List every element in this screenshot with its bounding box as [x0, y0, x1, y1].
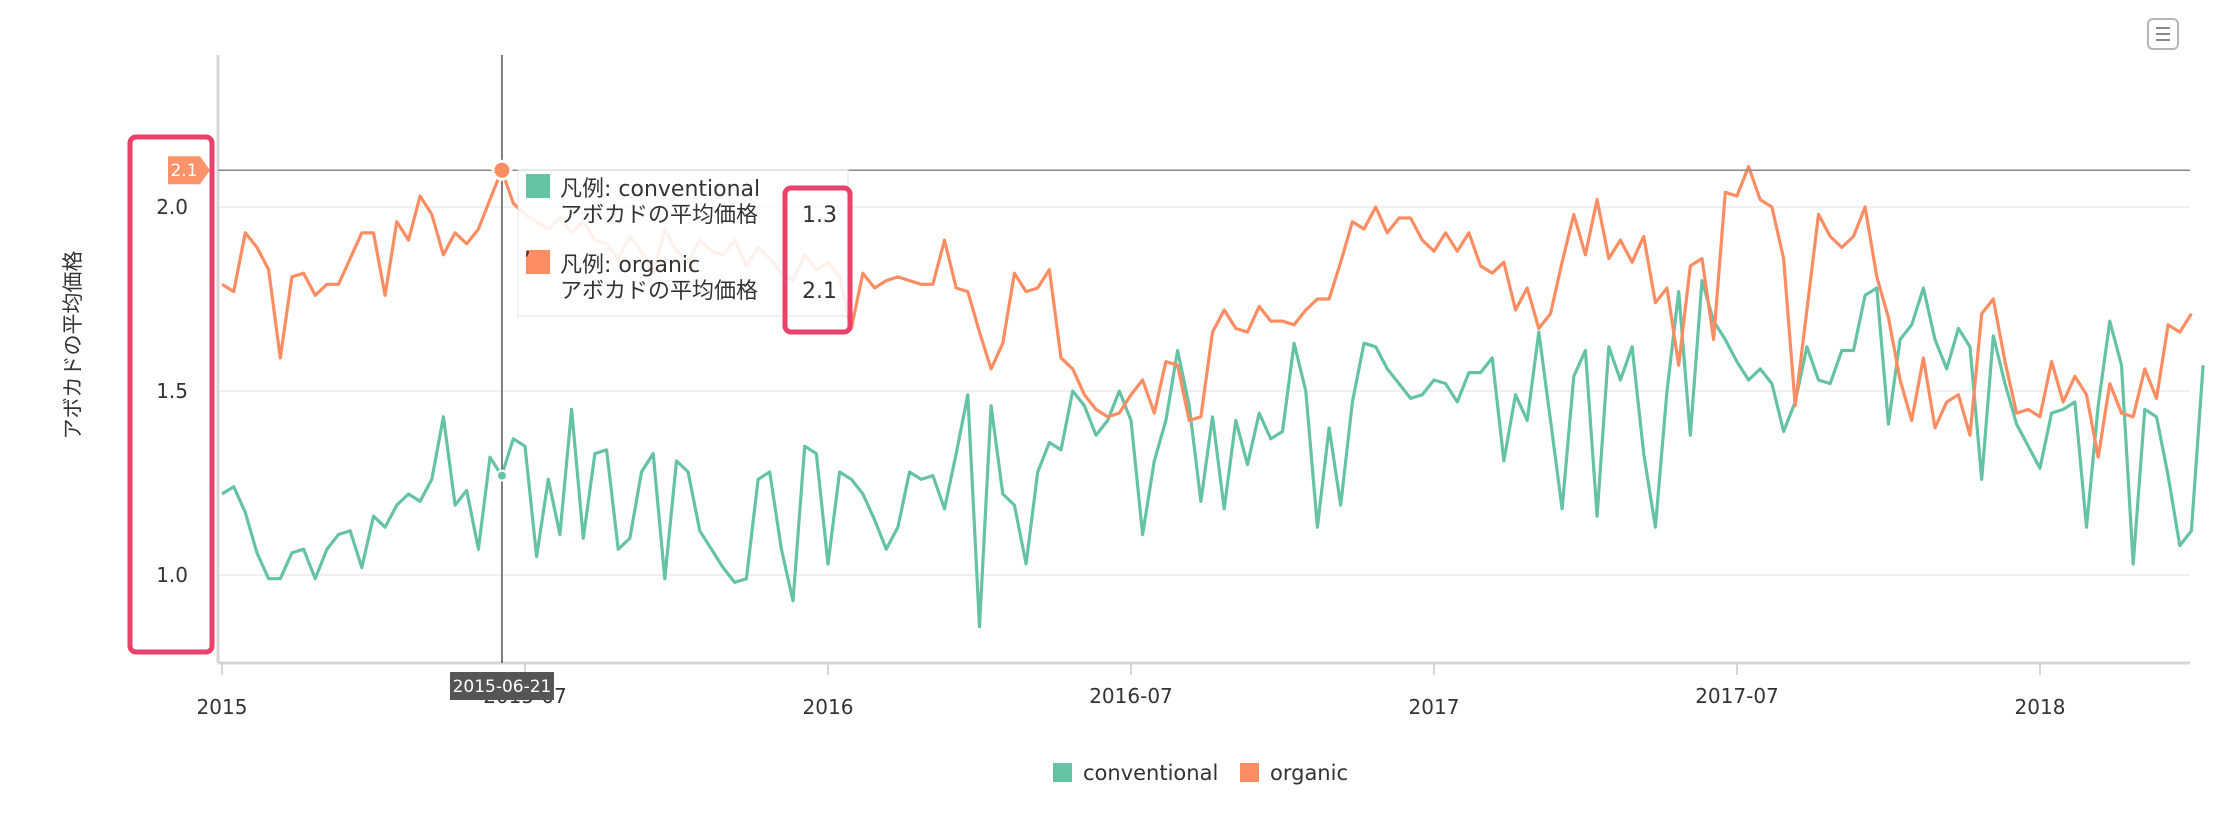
x-tick-label: 2015 — [197, 695, 248, 719]
hover-point-organic — [491, 159, 513, 181]
legend-swatch-conventional — [1053, 763, 1072, 782]
tooltip-legend-label: 凡例: conventional — [560, 177, 760, 202]
x-tick-label: 2016-07 — [1089, 684, 1173, 708]
y-crosshair-badge — [168, 156, 210, 185]
x-tick-label: 2016 — [803, 695, 854, 719]
y-tick-label: 1.0 — [156, 563, 188, 587]
y-crosshair-badge-label: 2.1 — [170, 161, 197, 181]
menu-icon-bar — [2156, 33, 2170, 35]
x-tick-label: 2017 — [1409, 695, 1460, 719]
tooltip-swatch — [526, 250, 550, 274]
menu-icon-bar — [2156, 27, 2170, 29]
hover-point-conventional — [495, 469, 508, 482]
highlight-y-axis — [127, 134, 215, 655]
tooltip-legend-label: 凡例: organic — [560, 253, 700, 278]
tooltip-value: 1.3 — [802, 203, 837, 228]
y-axis-title: アボカドの平均価格 — [61, 251, 85, 440]
series-line-conventional — [221, 279, 2205, 629]
series-line-organic — [221, 164, 2193, 459]
legend-label-conventional: conventional — [1083, 761, 1218, 785]
tooltip-box — [517, 169, 849, 317]
legend-label-organic: organic — [1270, 761, 1348, 785]
tooltip-metric-label: アボカドの平均価格 — [560, 279, 758, 304]
x-crosshair-badge-label: 2015-06-21 — [453, 677, 552, 697]
x-tick-label: 2017-07 — [1695, 684, 1779, 708]
x-crosshair-badge — [449, 672, 554, 700]
menu-icon-bar — [2156, 39, 2170, 41]
y-tick-label: 1.5 — [156, 379, 188, 403]
tooltip-value: 2.1 — [802, 279, 837, 304]
y-tick-label: 2.0 — [156, 195, 188, 219]
highlight-boxes — [127, 134, 853, 655]
tooltip-separator: , — [524, 235, 531, 260]
legend-swatch-organic — [1240, 763, 1259, 782]
legend[interactable]: conventional organic — [1053, 761, 1348, 785]
tooltip-swatch — [526, 174, 550, 198]
chart-menu-button[interactable] — [2147, 18, 2179, 50]
x-tick-label: 2018 — [2015, 695, 2066, 719]
axes-layer: アボカドの平均価格 1.01.52.020152015-0720162016-0… — [61, 55, 2190, 719]
tooltip-metric-label: アボカドの平均価格 — [560, 203, 758, 228]
highlight-tooltip-values — [782, 185, 853, 335]
